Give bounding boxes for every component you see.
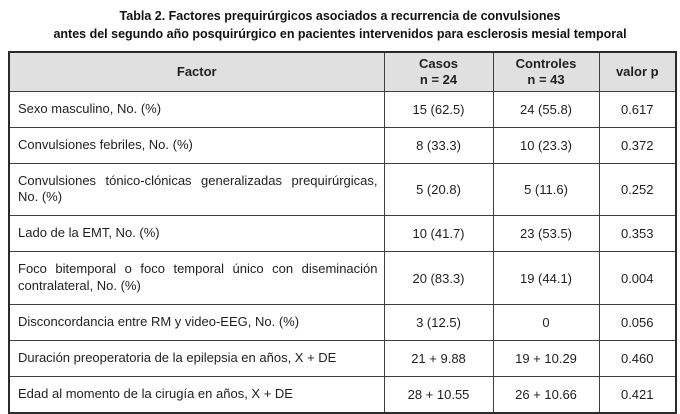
- table-row: Edad al momento de la cirugía en años, X…: [8, 375, 677, 414]
- p-value-cell: 0.004: [598, 251, 677, 305]
- controles-cell: 10 (23.3): [492, 126, 600, 164]
- controles-cell: 19 + 10.29: [492, 339, 600, 377]
- header-controles: Controles n = 43: [492, 51, 600, 92]
- factor-cell: Sexo masculino, No. (%): [8, 90, 385, 128]
- table-row: Lado de la EMT, No. (%) 10 (41.7) 23 (53.5…: [8, 215, 677, 253]
- casos-cell: 5 (20.8): [383, 162, 494, 217]
- header-factor-label: Factor: [176, 63, 217, 79]
- p-value-cell: 0.372: [598, 126, 677, 164]
- p-value-cell: 0.252: [598, 162, 677, 217]
- p-value-cell: 0.353: [598, 215, 677, 253]
- header-controles-label: Controles: [515, 55, 577, 71]
- casos-cell: 28 + 10.55: [383, 375, 494, 414]
- table-title: Tabla 2. Factores prequirúrgicos asociad…: [0, 0, 680, 43]
- controles-cell: 23 (53.5): [492, 215, 600, 253]
- table-row: Disconcordancia entre RM y video-EEG, No…: [8, 303, 677, 341]
- header-casos: Casos n = 24: [383, 51, 494, 92]
- table-title-line2: antes del segundo año posquirúrgico en p…: [53, 27, 627, 42]
- casos-cell: 10 (41.7): [383, 215, 494, 253]
- table-body: Sexo masculino, No. (%) 15 (62.5) 24 (55.8…: [8, 90, 677, 414]
- controles-cell: 26 + 10.66: [492, 375, 600, 414]
- header-factor: Factor: [8, 51, 385, 92]
- table-row: Duración preoperatoria de la epilepsia e…: [8, 339, 677, 377]
- table-row: Convulsiones tónico-clónicas generalizad…: [8, 162, 677, 217]
- factor-cell: Edad al momento de la cirugía en años, X…: [8, 375, 385, 414]
- casos-cell: 8 (33.3): [383, 126, 494, 164]
- header-controles-sub: n = 43: [527, 72, 565, 87]
- casos-cell: 15 (62.5): [383, 90, 494, 128]
- table-row: Convulsiones febriles, No. (%) 8 (33.3) 10…: [8, 126, 677, 164]
- table-row: Sexo masculino, No. (%) 15 (62.5) 24 (55.8…: [8, 90, 677, 128]
- casos-cell: 21 + 9.88: [383, 339, 494, 377]
- factor-cell: Convulsiones tónico-clónicas generalizad…: [8, 162, 385, 217]
- factor-cell: Duración preoperatoria de la epilepsia e…: [8, 339, 385, 377]
- factor-cell: Lado de la EMT, No. (%): [8, 215, 385, 253]
- controles-cell: 0: [492, 303, 600, 341]
- header-casos-label: Casos: [418, 55, 459, 71]
- controles-cell: 19 (44.1): [492, 251, 600, 305]
- p-value-cell: 0.056: [598, 303, 677, 341]
- factor-cell: Convulsiones febriles, No. (%): [8, 126, 385, 164]
- results-table: Factor Casos n = 24 Controles n = 43 val…: [8, 51, 677, 414]
- header-casos-sub: n = 24: [419, 72, 458, 87]
- p-value-cell: 0.421: [598, 375, 677, 414]
- table-header: Factor Casos n = 24 Controles n = 43 val…: [8, 51, 677, 92]
- header-valor-p-label: valor p: [615, 63, 659, 79]
- controles-cell: 24 (55.8): [492, 90, 600, 128]
- casos-cell: 20 (83.3): [383, 251, 494, 305]
- table-title-line1: Tabla 2. Factores prequirúrgicos asociad…: [119, 9, 561, 23]
- factor-cell: Foco bitemporal o foco temporal único co…: [8, 251, 385, 305]
- controles-cell: 5 (11.6): [492, 162, 600, 217]
- factor-cell: Disconcordancia entre RM y video-EEG, No…: [8, 303, 385, 341]
- p-value-cell: 0.617: [598, 90, 677, 128]
- table-row: Foco bitemporal o foco temporal único co…: [8, 251, 677, 305]
- casos-cell: 3 (12.5): [383, 303, 494, 341]
- header-valor-p: valor p: [598, 51, 677, 92]
- p-value-cell: 0.460: [598, 339, 677, 377]
- header-row: Factor Casos n = 24 Controles n = 43 val…: [8, 51, 677, 92]
